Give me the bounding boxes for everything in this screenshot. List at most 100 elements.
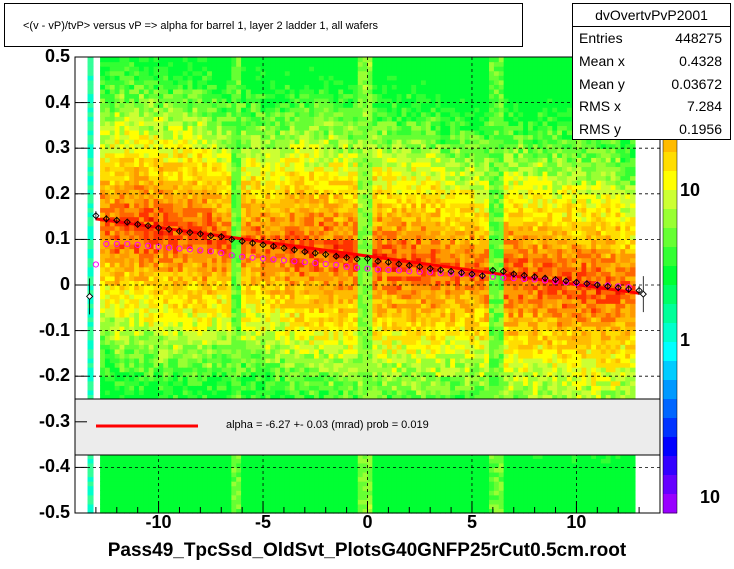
heat-cell	[207, 499, 213, 505]
heat-cell	[289, 262, 296, 268]
heat-cell	[216, 166, 223, 172]
heat-cell	[104, 212, 111, 218]
heat-cell	[250, 157, 257, 163]
heat-cell	[129, 339, 135, 345]
heat-cell	[138, 353, 145, 359]
heat-cell	[197, 294, 203, 300]
heat-cell	[245, 66, 252, 72]
heat-cell	[177, 499, 184, 505]
heat-cell	[129, 471, 135, 478]
heat-cell	[314, 225, 320, 231]
heat-cell	[148, 189, 155, 195]
heat-cell	[207, 494, 213, 500]
heat-cell	[338, 289, 344, 295]
heat-cell	[289, 125, 296, 131]
heat-cell	[134, 98, 140, 104]
heat-cell	[323, 394, 330, 400]
heat-cell	[275, 394, 281, 400]
heat-cell	[143, 453, 150, 459]
heat-cell	[163, 266, 169, 272]
heat-cell	[202, 348, 208, 354]
heat-cell	[187, 266, 194, 272]
heat-cell	[138, 207, 145, 213]
heat-cell	[236, 458, 242, 464]
heat-cell	[241, 481, 247, 487]
heat-cell	[168, 376, 174, 382]
heat-cell	[289, 499, 296, 505]
heat-cell	[148, 380, 155, 386]
heat-cell	[168, 285, 174, 291]
heat-cell	[231, 294, 237, 300]
heat-cell	[211, 289, 218, 295]
heat-cell	[109, 88, 116, 95]
heat-cell	[134, 75, 140, 81]
heat-cell	[104, 93, 111, 99]
heat-cell	[104, 294, 111, 300]
heat-cell	[153, 330, 160, 336]
heat-cell	[182, 312, 189, 318]
heat-cell	[284, 75, 291, 81]
heat-cell	[143, 385, 150, 391]
heat-cell	[197, 353, 203, 359]
heat-cell	[109, 198, 116, 204]
heat-cell	[314, 389, 320, 396]
heat-cell	[236, 344, 242, 350]
heat-cell	[124, 503, 130, 510]
heat-cell	[284, 171, 291, 177]
heat-cell	[119, 367, 125, 373]
heat-cell	[124, 389, 130, 396]
heat-cell	[299, 294, 305, 300]
heat-cell	[192, 139, 198, 145]
heat-cell	[299, 508, 305, 514]
heat-cell	[275, 494, 281, 500]
heat-cell	[192, 79, 198, 85]
heat-cell	[260, 221, 266, 227]
heat-cell	[182, 180, 189, 186]
heat-cell	[100, 61, 106, 67]
heat-cell	[168, 139, 174, 145]
heat-cell	[207, 289, 213, 295]
heat-cell	[182, 61, 189, 67]
heat-cell	[182, 248, 189, 254]
heat-cell	[158, 462, 164, 468]
heat-cell	[270, 335, 276, 341]
heat-cell	[265, 93, 271, 99]
heat-cell	[211, 193, 218, 199]
heat-cell	[173, 453, 179, 459]
heat-cell	[289, 353, 296, 359]
heat-cell	[182, 298, 189, 304]
heat-cell	[124, 175, 130, 181]
heat-cell	[197, 212, 203, 218]
heat-cell	[114, 503, 121, 510]
heat-cell	[129, 111, 135, 117]
heat-cell	[134, 380, 140, 386]
heat-cell	[299, 490, 305, 496]
heat-cell	[323, 280, 330, 286]
heat-cell	[138, 316, 145, 323]
heat-cell	[216, 143, 223, 149]
heat-cell	[250, 458, 257, 464]
heat-cell	[318, 120, 325, 126]
heat-cell	[138, 57, 145, 63]
heat-cell	[294, 93, 301, 99]
heat-cell	[275, 116, 281, 122]
heat-cell	[163, 385, 169, 391]
heat-cell	[187, 476, 194, 482]
heat-cell	[202, 120, 208, 126]
heat-cell	[284, 271, 291, 277]
heat-cell	[124, 348, 130, 354]
heat-cell	[309, 216, 315, 222]
heat-cell	[255, 175, 262, 181]
heat-cell	[231, 367, 237, 373]
heat-cell	[236, 148, 242, 154]
heat-cell	[309, 275, 315, 282]
heat-cell	[275, 180, 281, 186]
heat-cell	[173, 485, 179, 491]
heat-cell	[134, 280, 140, 286]
heat-cell	[187, 116, 194, 122]
heat-cell	[119, 262, 125, 268]
heat-cell	[270, 312, 276, 318]
heat-cell	[187, 344, 194, 350]
heat-cell	[289, 280, 296, 286]
heat-cell	[270, 253, 276, 259]
